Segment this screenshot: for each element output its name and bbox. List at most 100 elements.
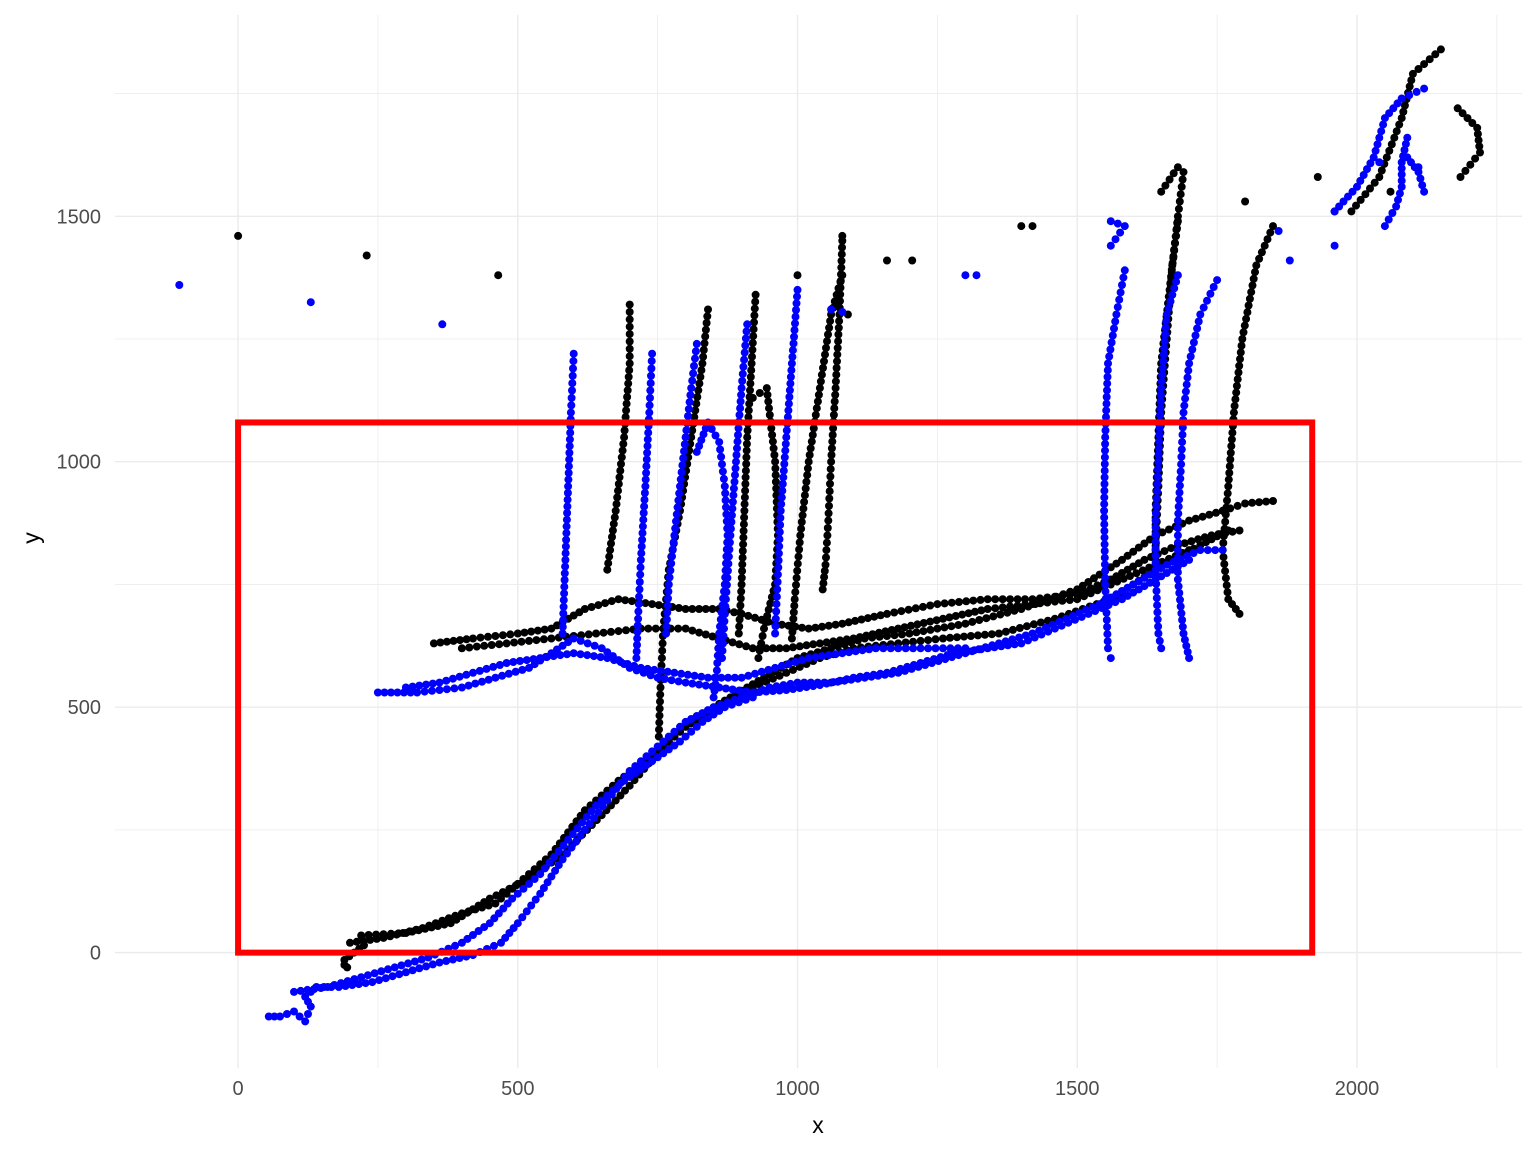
data-point [741, 466, 750, 475]
data-point [1234, 368, 1243, 377]
data-point [363, 971, 372, 980]
data-point [270, 1012, 279, 1021]
data-point [1176, 467, 1185, 476]
data-point [615, 473, 624, 482]
data-point [1221, 510, 1230, 519]
data-point [735, 686, 744, 695]
data-point [718, 654, 726, 663]
data-point [803, 471, 812, 480]
data-point [855, 633, 864, 642]
data-point [1390, 133, 1399, 142]
data-point [805, 451, 814, 459]
data-point [462, 635, 471, 644]
data-point [1384, 215, 1393, 224]
data-point [1013, 601, 1022, 610]
data-point [969, 596, 978, 605]
data-point [743, 433, 752, 442]
data-point [813, 397, 822, 406]
data-point [1228, 428, 1237, 437]
data-point [1266, 228, 1275, 237]
data-point [1100, 466, 1109, 475]
data-point [656, 697, 664, 706]
data-point [508, 894, 517, 903]
data-point [715, 438, 724, 447]
data-point [1158, 528, 1167, 537]
data-point [736, 601, 745, 610]
data-point [551, 866, 560, 875]
data-point [381, 974, 390, 983]
data-point [576, 636, 585, 645]
data-point [1222, 581, 1231, 590]
data-point [762, 384, 771, 393]
data-point [1119, 574, 1128, 583]
data-point [694, 386, 703, 395]
data-point [620, 426, 629, 435]
data-point [688, 426, 697, 435]
data-point [771, 614, 780, 623]
data-point [1103, 379, 1112, 388]
data-point [1285, 256, 1294, 265]
data-point [690, 413, 699, 422]
data-point [564, 462, 573, 471]
data-point [933, 624, 942, 633]
data-point [763, 612, 772, 620]
data-point [636, 663, 645, 672]
data-point [1377, 127, 1386, 136]
data-point [748, 644, 757, 653]
data-point [687, 433, 696, 442]
data-point [1403, 133, 1412, 142]
data-point [700, 339, 709, 348]
data-point [1211, 546, 1220, 555]
data-point [536, 654, 545, 663]
data-point [316, 984, 325, 992]
data-point [625, 308, 634, 316]
data-point [1111, 235, 1120, 244]
data-point [635, 585, 644, 594]
data-point [903, 662, 912, 671]
data-point [1313, 173, 1322, 181]
data-point [849, 673, 858, 682]
data-point [1152, 501, 1161, 510]
data-point [494, 271, 503, 280]
data-point [1103, 637, 1112, 646]
data-point [1151, 544, 1160, 553]
data-point [1200, 533, 1209, 542]
data-point [568, 371, 577, 380]
data-point [791, 658, 800, 666]
data-point [722, 588, 731, 597]
data-point [905, 629, 914, 638]
data-point [1106, 654, 1115, 663]
data-point [465, 643, 474, 652]
data-point [532, 636, 541, 645]
data-point [295, 1012, 304, 1021]
data-point [487, 641, 496, 649]
data-point [603, 565, 612, 574]
data-point [1173, 516, 1182, 525]
data-point [829, 424, 838, 433]
data-point [653, 673, 662, 682]
data-point [1219, 539, 1228, 547]
data-point [561, 555, 570, 564]
data-point [734, 424, 743, 433]
data-point [799, 504, 808, 513]
data-point [618, 446, 627, 455]
data-point [837, 263, 846, 272]
data-point [1029, 620, 1038, 629]
data-point [775, 686, 784, 695]
data-point [519, 884, 528, 893]
data-point [1161, 323, 1170, 332]
data-point [776, 521, 785, 529]
data-point [569, 364, 577, 373]
data-point [290, 1007, 298, 1016]
data-point [832, 370, 841, 379]
data-point [1154, 622, 1163, 631]
data-point [727, 518, 736, 526]
data-point [1162, 317, 1171, 326]
data-point [1395, 120, 1404, 129]
data-point [1405, 82, 1414, 91]
data-point [607, 597, 616, 606]
data-point [808, 431, 817, 439]
data-point [622, 406, 631, 415]
data-point [741, 334, 750, 343]
data-point [608, 786, 617, 795]
